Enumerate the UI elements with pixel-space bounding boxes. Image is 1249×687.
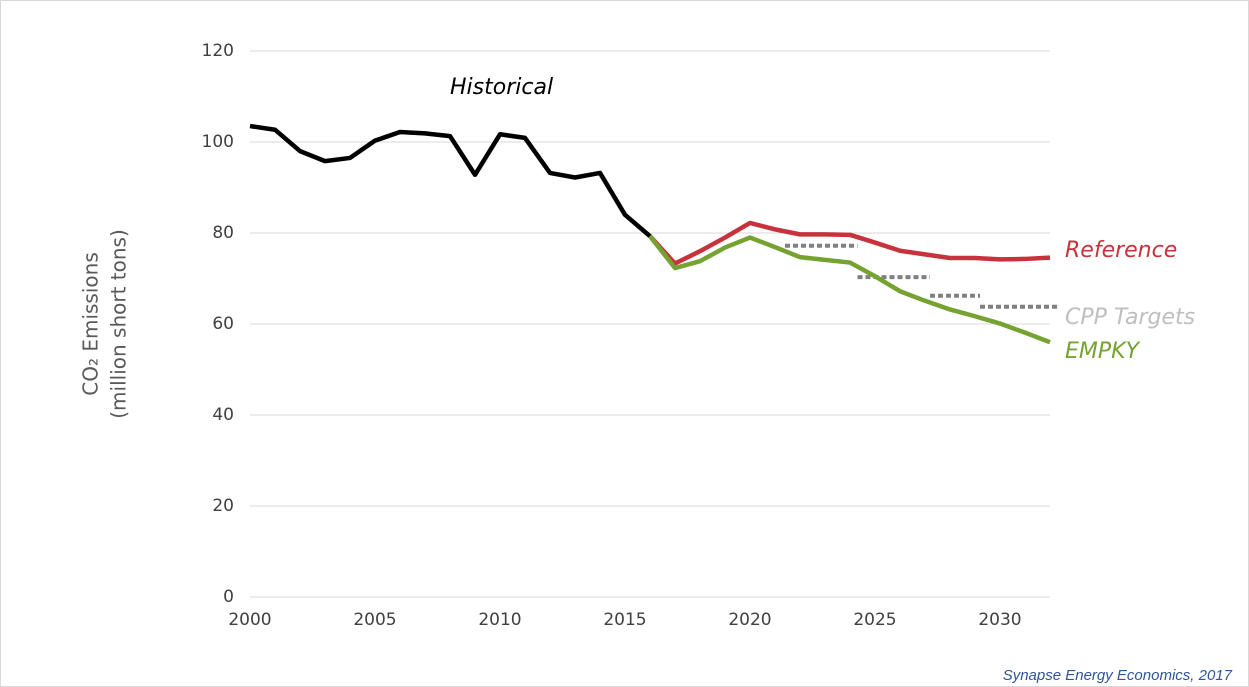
x-tick-label: 2020: [728, 610, 771, 630]
x-tick-label: 2005: [353, 610, 396, 630]
y-tick-label: 20: [212, 496, 234, 516]
x-tick-label: 2030: [978, 610, 1021, 630]
source: Synapse Energy Economics, 2017: [1003, 667, 1233, 684]
y-axis-label: (million short tons): [107, 229, 131, 419]
series-label: CPP Targets: [1065, 305, 1195, 330]
y-tick-label: 100: [202, 132, 234, 152]
y-tick-label: 0: [223, 587, 234, 607]
y-tick-label: 40: [212, 405, 234, 425]
series-line: [648, 234, 1051, 345]
series-line: [648, 220, 1051, 266]
series-label: EMPKY: [1065, 339, 1141, 364]
y-axis-label: CO₂ Emissions: [79, 252, 103, 396]
y-tick-label: 120: [202, 41, 234, 61]
x-tick-label: 2015: [603, 610, 646, 630]
x-tick-label: 2010: [478, 610, 521, 630]
x-tick-label: 2000: [228, 610, 271, 630]
series-label: Reference: [1065, 238, 1177, 263]
x-tick-label: 2025: [853, 610, 896, 630]
y-tick-label: 80: [212, 223, 234, 243]
y-tick-label: 60: [212, 314, 234, 334]
series-label: Historical: [450, 75, 553, 100]
series-line: [249, 123, 652, 238]
